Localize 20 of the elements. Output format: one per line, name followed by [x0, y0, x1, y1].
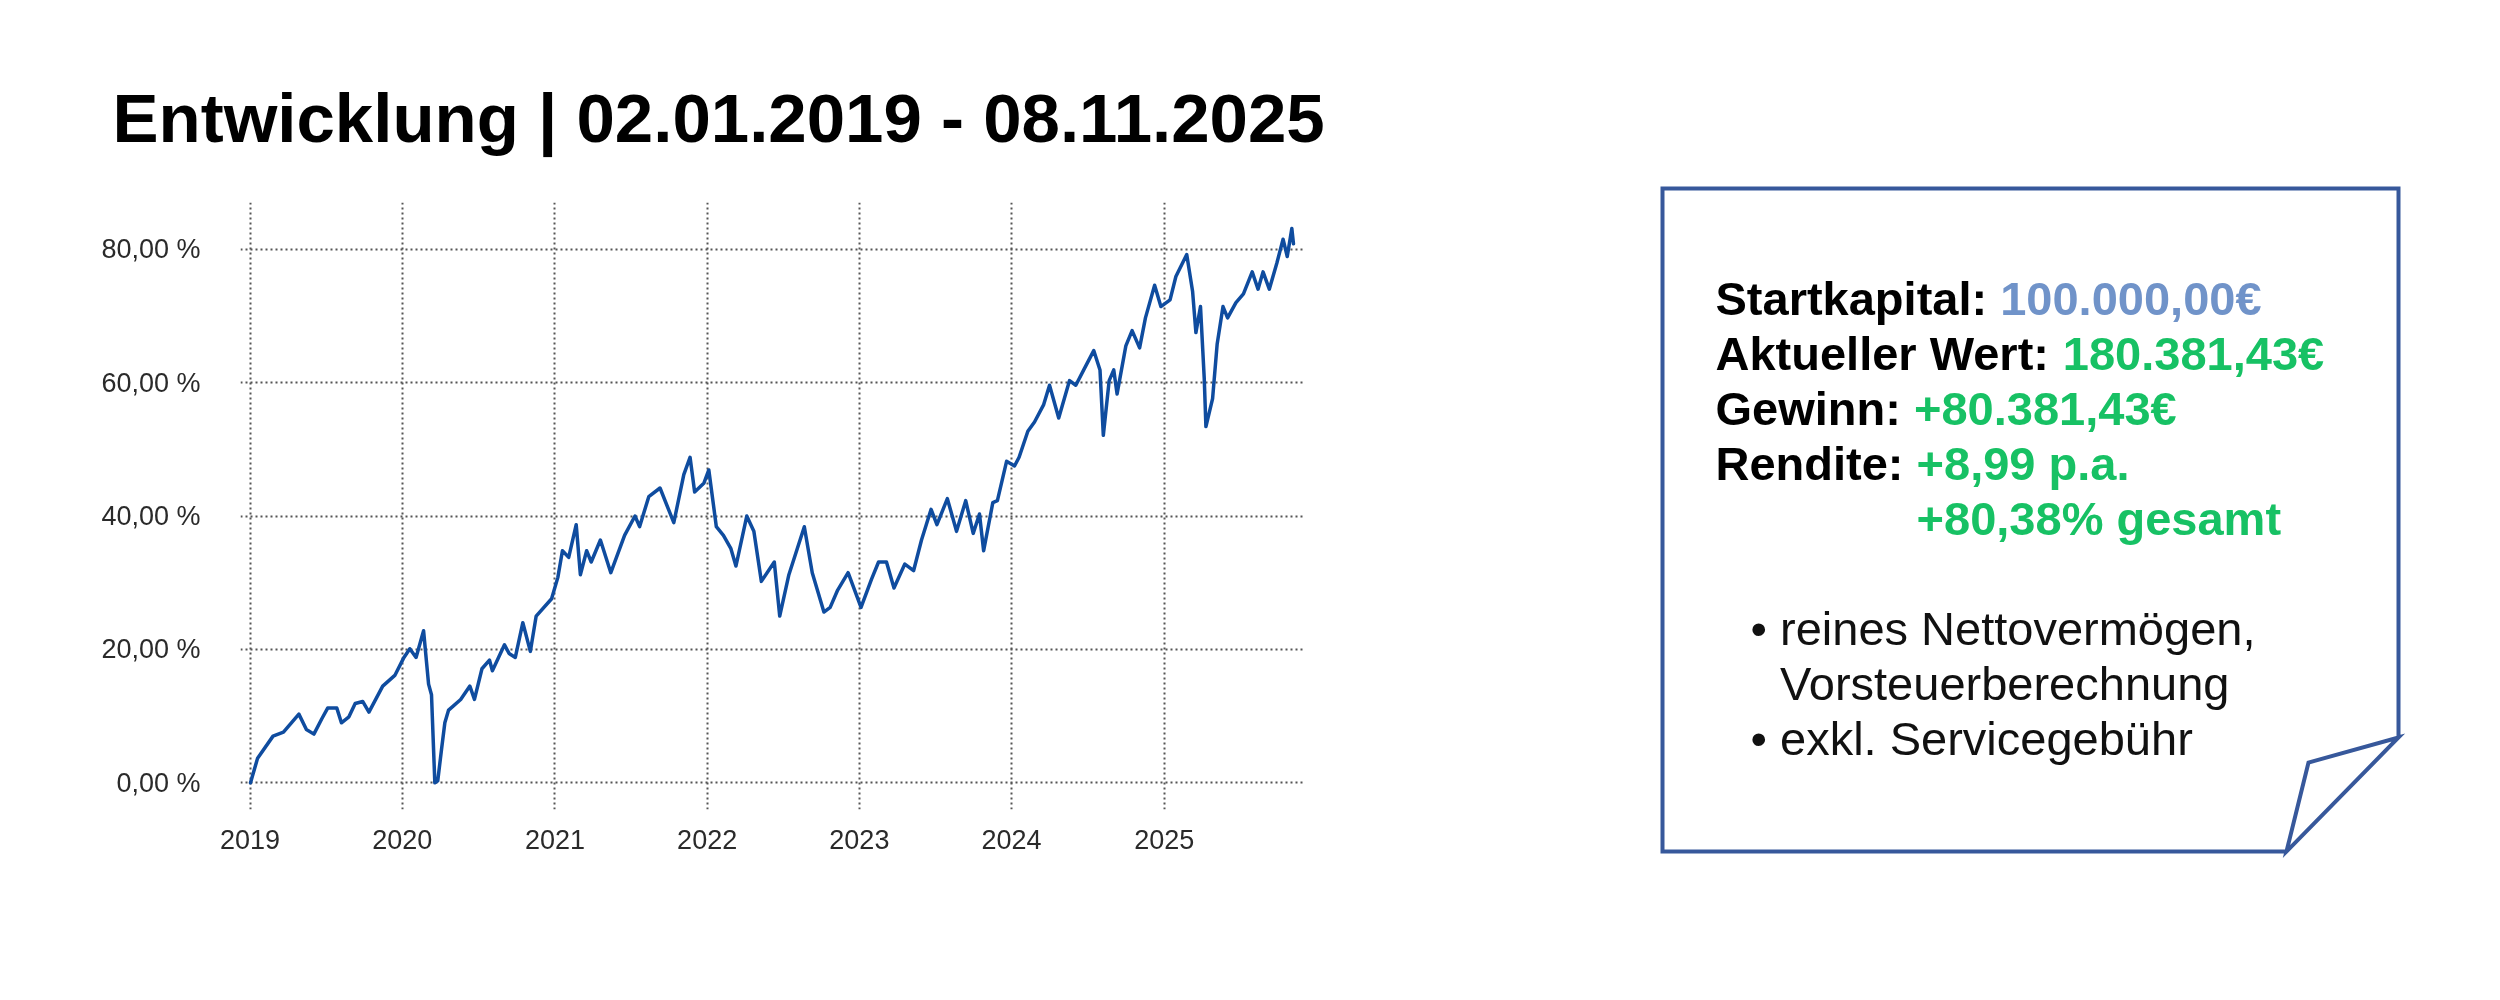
x-tick-label: 2022: [677, 824, 738, 855]
text: Rendite: +8,99 p.a. +80,38% gesamt: [1715, 436, 2282, 545]
x-tick-label: 2023: [829, 824, 890, 855]
x-tick-label: 2021: [524, 824, 585, 855]
y-tick-label: 80,00 %: [101, 234, 201, 265]
text: • exkl. Servicegebühr: [1750, 711, 2193, 765]
y-tick-label: 60,00 %: [101, 367, 201, 398]
line-series: [248, 226, 1296, 785]
y-tick-label: 40,00 %: [101, 501, 201, 532]
text: Startkapital: 100.000,00€: [1715, 271, 2262, 325]
text: Aktueller Wert: 180.381,43€: [1715, 326, 2325, 380]
y-tick-label: 20,00 %: [101, 634, 201, 665]
y-tick-label: 0,00 %: [116, 767, 201, 798]
x-tick-label: 2020: [372, 824, 433, 855]
text: Gewinn: +80.381,43€: [1715, 381, 2177, 435]
x-tick-label: 2025: [1134, 824, 1195, 855]
x-tick-label: 2024: [981, 824, 1042, 855]
text: • reines Nettovermögen, Vorsteuerberechnung: [1750, 601, 2256, 710]
x-tick-label: 2019: [220, 824, 281, 855]
chart-title: Entwicklung | 02.01.2019 - 08.11.2025: [112, 79, 1325, 158]
